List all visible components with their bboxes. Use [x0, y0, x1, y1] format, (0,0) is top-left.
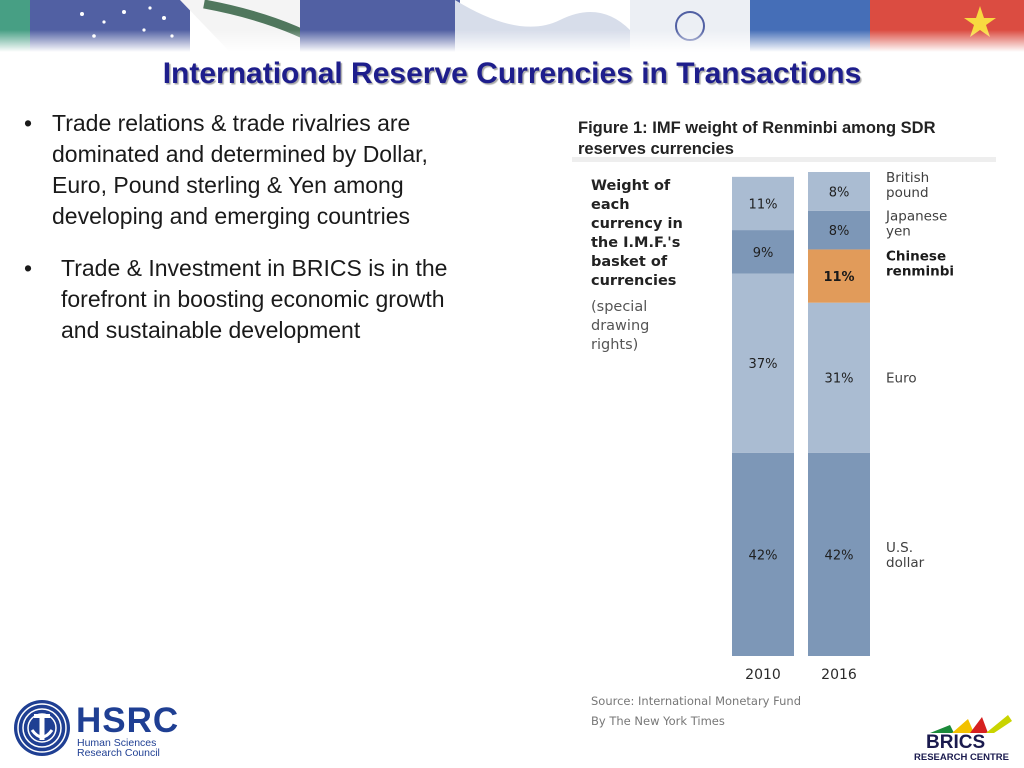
- bar-segment: [732, 273, 794, 453]
- legend-label-line: Japanese: [885, 209, 947, 225]
- chart-side-title-line: the I.M.F.'s: [591, 235, 680, 251]
- legend-label-line: pound: [886, 185, 929, 201]
- segment-value-label: 8%: [829, 224, 850, 239]
- hsrc-subtitle: Human Sciences Research Council: [77, 737, 160, 759]
- bullet-marker: •: [24, 110, 33, 136]
- hsrc-wordmark: HSRC: [76, 701, 180, 740]
- chart-side-title-line: basket of: [591, 254, 668, 270]
- bullet-item: • Trade & Investment in BRICS is in the …: [20, 253, 460, 346]
- bullet-item: • Trade relations & trade rivalries are …: [20, 108, 460, 232]
- legend-label: U.S. dollar: [886, 540, 925, 571]
- bar-segment: [808, 249, 870, 303]
- flags-banner: [0, 0, 1024, 52]
- legend-label-line: renminbi: [886, 263, 954, 279]
- legend-label-line: Chinese: [886, 248, 946, 264]
- figure-caption-line: reserves currencies: [578, 140, 734, 158]
- segment-value-label: 11%: [823, 270, 854, 285]
- brics-stripes-icon: [930, 715, 1012, 733]
- segment-value-label: 8%: [829, 185, 850, 200]
- segment-value-label: 9%: [753, 246, 774, 261]
- legend-label: Euro: [886, 371, 917, 387]
- chart-side-subtitle: (special drawing rights): [591, 299, 649, 353]
- legend-label-line: U.S.: [886, 540, 913, 556]
- legend-label-line: Euro: [886, 371, 917, 387]
- chart-side-subtitle-line: drawing: [591, 318, 649, 334]
- x-tick-label: 2010: [745, 667, 781, 683]
- bar-segment: [732, 230, 794, 274]
- legend-label-line: dollar: [886, 555, 925, 571]
- legend-label: Chinese renminbi: [886, 248, 954, 279]
- bullet-list: • Trade relations & trade rivalries are …: [20, 108, 460, 346]
- figure-caption-line: Figure 1: IMF weight of Renminbi among S…: [578, 119, 936, 137]
- legend-label: Japanese yen: [885, 209, 947, 240]
- bar-segment: [732, 452, 794, 656]
- hsrc-subtitle-line: Research Council: [77, 747, 160, 759]
- bullet-text: Trade & Investment in BRICS is in the fo…: [61, 255, 448, 343]
- bar-segment: [808, 452, 870, 656]
- chart-source-line: Source: International Monetary Fund: [591, 694, 801, 708]
- bar-segment: [808, 172, 870, 211]
- brics-wordmark: BRICS: [926, 732, 986, 753]
- caption-divider: [572, 157, 996, 162]
- hsrc-subtitle-line: Human Sciences: [77, 737, 157, 749]
- bar-segment: [732, 176, 794, 231]
- chart-side-title: Weight of each currency in the I.M.F.'s bask…: [591, 178, 683, 289]
- banner-fade: [0, 30, 1024, 52]
- chart-side-subtitle-line: (special: [591, 299, 647, 315]
- chart-source-line: By The New York Times: [591, 714, 725, 728]
- slide-title: International Reserve Currencies in Tran…: [162, 57, 862, 90]
- chart-side-title-line: currency in: [591, 216, 683, 232]
- chart-side-title-line: each: [591, 197, 630, 213]
- bullet-text: Trade relations & trade rivalries are do…: [52, 110, 428, 229]
- x-tick-label: 2016: [821, 667, 857, 683]
- legend-label: British pound: [886, 170, 929, 201]
- segment-value-label: 11%: [749, 197, 778, 212]
- figure-caption: Figure 1: IMF weight of Renminbi among S…: [578, 118, 1018, 160]
- segment-value-label: 42%: [749, 548, 778, 563]
- stacked-bar-chart: 42% 37% 9% 11% 2010 42% 31% 11% 8% 8% 2016 U.S. doll…: [591, 170, 954, 728]
- chart-side-title-line: currencies: [591, 273, 676, 289]
- bar-segment: [808, 302, 870, 453]
- bar-segment: [808, 210, 870, 250]
- segment-value-label: 37%: [749, 357, 778, 372]
- chart-side-subtitle-line: rights): [591, 337, 638, 353]
- brics-subtitle: RESEARCH CENTRE: [914, 752, 1010, 763]
- chart-side-title-line: Weight of: [591, 178, 671, 194]
- legend-label-line: yen: [886, 224, 911, 240]
- legend-label-line: British: [886, 170, 929, 186]
- segment-value-label: 42%: [825, 548, 854, 563]
- hsrc-emblem-icon: [14, 700, 70, 756]
- segment-value-label: 31%: [825, 372, 854, 387]
- bullet-marker: •: [24, 255, 33, 281]
